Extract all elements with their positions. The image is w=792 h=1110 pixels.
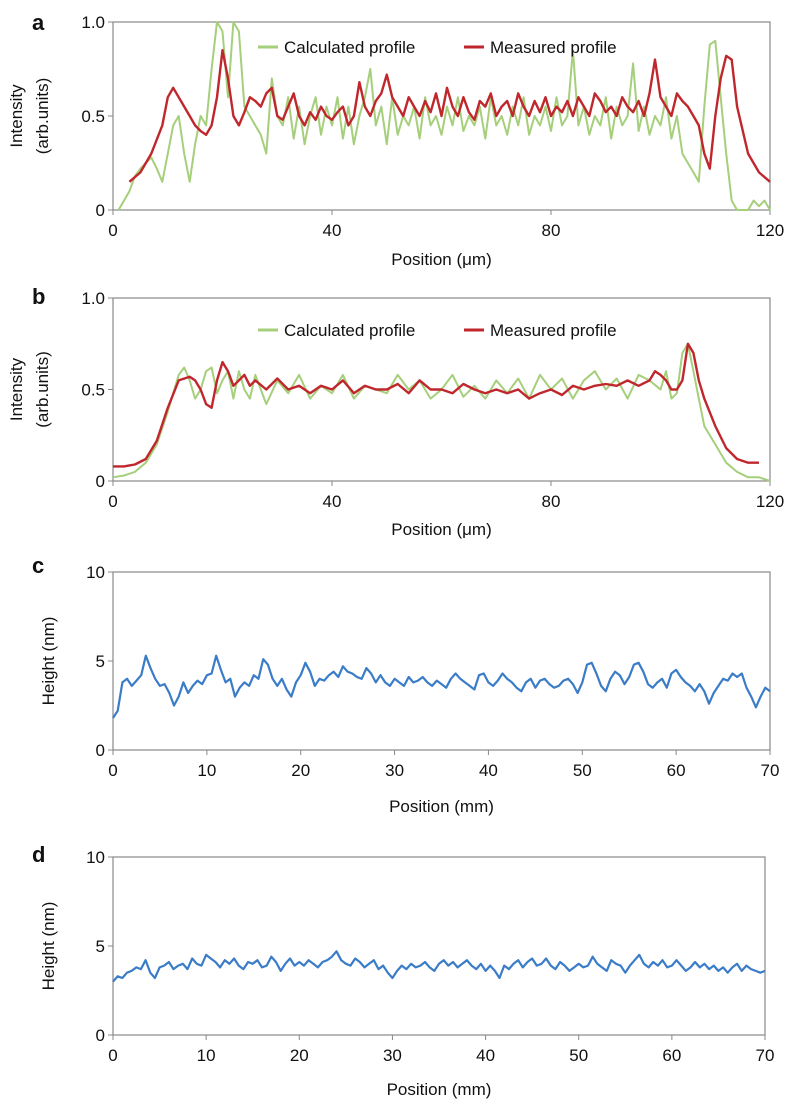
y-tick-label: 0 (96, 201, 105, 220)
x-axis-label: Position (μm) (391, 520, 491, 539)
x-tick-label: 0 (108, 492, 117, 511)
panel-letter: a (32, 10, 45, 35)
x-tick-label: 40 (323, 221, 342, 240)
x-tick-label: 120 (756, 221, 784, 240)
series-line-calculated (117, 21, 771, 211)
legend-label-measured: Measured profile (490, 321, 617, 340)
x-tick-label: 50 (569, 1046, 588, 1065)
x-tick-label: 40 (323, 492, 342, 511)
x-tick-label: 40 (479, 761, 498, 780)
y-axis-label: (arb.units) (33, 78, 52, 155)
y-tick-label: 0.5 (81, 107, 105, 126)
x-axis-label: Position (mm) (389, 797, 494, 816)
y-tick-label: 0.5 (81, 381, 105, 400)
plot-frame (112, 856, 766, 1036)
panel-letter: d (32, 842, 45, 867)
x-tick-label: 60 (667, 761, 686, 780)
x-tick-label: 30 (385, 761, 404, 780)
x-tick-label: 80 (542, 221, 561, 240)
x-axis-label: Position (μm) (391, 250, 491, 269)
series-line-measured (113, 342, 759, 468)
series-line-calculated (112, 342, 771, 482)
x-tick-label: 120 (756, 492, 784, 511)
x-axis-label: Position (mm) (387, 1080, 492, 1099)
legend-label-calculated: Calculated profile (284, 38, 415, 57)
panel-letter: c (32, 553, 44, 578)
panel-letter: b (32, 284, 45, 309)
y-axis-label: Height (nm) (39, 617, 58, 706)
y-tick-label: 1.0 (81, 13, 105, 32)
y-tick-label: 0 (96, 741, 105, 760)
legend-label-calculated: Calculated profile (284, 321, 415, 340)
legend-label-measured: Measured profile (490, 38, 617, 57)
plot-frame (112, 571, 771, 751)
x-tick-label: 30 (383, 1046, 402, 1065)
series-line (112, 654, 771, 719)
x-tick-label: 60 (662, 1046, 681, 1065)
y-axis-label: Intensity (7, 84, 26, 148)
x-tick-label: 0 (108, 761, 117, 780)
x-tick-label: 20 (291, 761, 310, 780)
y-tick-label: 5 (96, 652, 105, 671)
x-tick-label: 40 (476, 1046, 495, 1065)
y-axis-label: Intensity (7, 357, 26, 421)
x-tick-label: 10 (197, 1046, 216, 1065)
y-tick-label: 0 (96, 472, 105, 491)
x-tick-label: 0 (108, 1046, 117, 1065)
y-tick-label: 10 (86, 563, 105, 582)
series-line (112, 950, 766, 983)
y-tick-label: 5 (96, 937, 105, 956)
x-tick-label: 10 (197, 761, 216, 780)
y-tick-label: 1.0 (81, 289, 105, 308)
x-tick-label: 50 (573, 761, 592, 780)
x-tick-label: 70 (761, 761, 780, 780)
x-tick-label: 0 (108, 221, 117, 240)
y-axis-label: (arb.units) (33, 351, 52, 428)
x-tick-label: 70 (756, 1046, 775, 1065)
series-line-measured (128, 49, 771, 183)
y-axis-label: Height (nm) (39, 902, 58, 991)
x-tick-label: 20 (290, 1046, 309, 1065)
y-tick-label: 10 (86, 848, 105, 867)
y-tick-label: 0 (96, 1026, 105, 1045)
x-tick-label: 80 (542, 492, 561, 511)
